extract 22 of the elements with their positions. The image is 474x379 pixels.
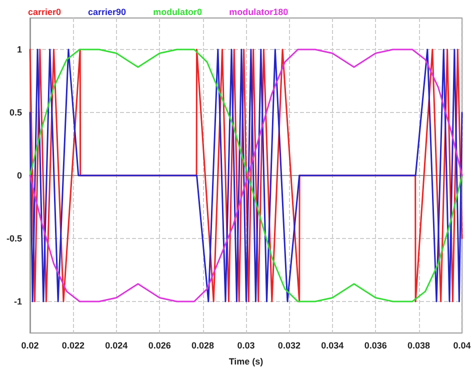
x-tick-label: 0.032 [278,340,300,350]
x-tick-label: 0.034 [321,340,344,350]
text: modulator0 [153,7,202,17]
x-tick-label: 0.04 [453,340,471,350]
x-axis-title: Time (s) [228,356,264,366]
x-tick-label: 0.02 [21,340,39,350]
y-tick-label: -1 [14,296,22,306]
x-tick-label: 0.022 [62,340,84,350]
line-series [29,48,463,302]
y-tick-label: 0.5 [9,108,22,118]
text: modulator180 [229,7,288,17]
x-tick-label: 0.026 [148,340,171,350]
y-tick-label: 0 [16,170,22,180]
y-tick-label: -0.5 [6,234,22,244]
x-tick-label: 0.024 [105,340,128,350]
x-tick-label: 0.036 [364,340,387,350]
x-tick-label: 0.038 [408,340,430,350]
y-tick-label: 1 [16,44,22,54]
text: carrier90 [88,7,126,17]
text: carrier0 [28,7,62,17]
x-tick-label: 0.028 [192,340,214,350]
x-tick-label: 0.03 [237,340,255,350]
